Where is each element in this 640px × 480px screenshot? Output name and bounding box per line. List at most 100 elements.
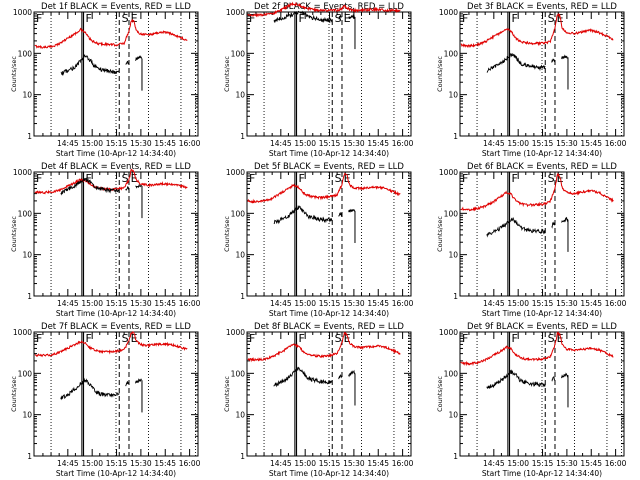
y-tick-label: 1 (453, 452, 458, 461)
chart-panel: Det 1f BLACK = Events, RED = LLD 1 10 100 10… (10, 2, 201, 158)
marker-e: E (344, 332, 351, 345)
y-tick-label: 1000 (13, 328, 32, 337)
events-burst-segment (338, 374, 343, 380)
marker-s: S (548, 172, 555, 185)
x-tick-label: 15:30 (130, 139, 152, 148)
marker-f-left: F (36, 332, 42, 345)
marker-f-left: F (249, 12, 255, 25)
y-tick-label: 1000 (226, 328, 245, 337)
marker-e: E (131, 332, 138, 345)
chart-title: Det 2f BLACK = Events, RED = LLD (254, 2, 404, 12)
x-axis-label: Start Time (10-Apr-12 14:34:40) (56, 469, 176, 478)
y-tick-label: 1000 (439, 8, 458, 17)
events-series-line (60, 176, 120, 196)
marker-f-right: F (512, 172, 518, 185)
x-tick-label: 16:00 (179, 299, 201, 308)
events-burst-segment (338, 211, 343, 218)
chart-title: Det 9f BLACK = Events, RED = LLD (467, 322, 617, 332)
chart-panel: Det 7f BLACK = Events, RED = LLD 1 10 100 10… (10, 322, 201, 478)
x-tick-label: 15:30 (556, 299, 578, 308)
y-tick-label: 1000 (439, 168, 458, 177)
y-tick-label: 1 (240, 132, 245, 141)
events-series-line (486, 52, 546, 73)
y-tick-label: 1 (27, 292, 32, 301)
x-tick-label: 14:45 (483, 139, 505, 148)
x-tick-label: 15:15 (319, 459, 341, 468)
marker-f-left: F (462, 172, 468, 185)
x-tick-label: 15:15 (106, 139, 128, 148)
marker-s: S (548, 12, 555, 25)
y-tick-label: 100 (231, 49, 246, 58)
x-tick-label: 14:45 (57, 139, 79, 148)
lld-series-line (460, 172, 614, 212)
x-tick-label: 15:45 (580, 299, 602, 308)
y-tick-label: 1 (27, 132, 32, 141)
events-tail-segment (348, 208, 356, 213)
x-tick-label: 15:45 (154, 459, 176, 468)
events-tail-segment (348, 14, 355, 20)
y-tick-label: 1000 (439, 328, 458, 337)
x-tick-label: 15:30 (556, 139, 578, 148)
marker-s: S (335, 12, 342, 25)
events-series-line (486, 369, 546, 390)
x-axis-label: Start Time (10-Apr-12 14:34:40) (482, 309, 602, 318)
marker-e: E (344, 12, 351, 25)
y-tick-label: 100 (231, 209, 246, 218)
marker-s: S (335, 172, 342, 185)
y-tick-label: 100 (231, 369, 246, 378)
lld-series-line (247, 1, 401, 18)
chart-title: Det 3f BLACK = Events, RED = LLD (467, 2, 617, 12)
x-tick-label: 15:15 (532, 139, 554, 148)
events-series-line (486, 217, 546, 238)
marker-s: S (122, 172, 129, 185)
marker-f-right: F (86, 332, 92, 345)
y-axis-label: Counts/sec (10, 56, 18, 92)
events-series-line (273, 204, 333, 225)
events-burst-segment (551, 221, 556, 229)
y-tick-label: 1000 (226, 8, 245, 17)
y-tick-label: 10 (448, 411, 458, 420)
marker-s: S (122, 12, 129, 25)
x-tick-label: 16:00 (179, 139, 201, 148)
y-tick-label: 10 (235, 411, 245, 420)
marker-s: S (335, 332, 342, 345)
y-tick-label: 1 (240, 292, 245, 301)
x-tick-label: 16:00 (605, 459, 627, 468)
x-axis-label: Start Time (10-Apr-12 14:34:40) (482, 469, 602, 478)
events-tail-segment (561, 54, 568, 60)
x-tick-label: 15:30 (556, 459, 578, 468)
x-tick-label: 15:15 (106, 459, 128, 468)
events-series-line (273, 366, 333, 388)
marker-e: E (131, 12, 138, 25)
y-tick-label: 100 (18, 49, 33, 58)
y-tick-label: 1000 (13, 168, 32, 177)
x-tick-label: 15:45 (367, 139, 389, 148)
events-burst-segment (551, 376, 556, 382)
marker-f-right: F (86, 12, 92, 25)
chart-panel: Det 8f BLACK = Events, RED = LLD 1 10 100 10… (223, 322, 414, 478)
chart-panel: Det 2f BLACK = Events, RED = LLD 1 10 100 10… (223, 1, 414, 158)
marker-f-right: F (86, 172, 92, 185)
y-tick-label: 100 (444, 369, 459, 378)
marker-s: S (548, 332, 555, 345)
x-tick-label: 15:45 (580, 139, 602, 148)
marker-f-left: F (36, 12, 42, 25)
y-axis-label: Counts/sec (436, 376, 444, 412)
x-tick-label: 14:45 (57, 459, 79, 468)
x-tick-label: 16:00 (605, 299, 627, 308)
x-tick-label: 15:00 (81, 299, 103, 308)
y-tick-label: 100 (18, 209, 33, 218)
y-axis-label: Counts/sec (436, 56, 444, 92)
events-tail-segment (561, 372, 569, 379)
x-tick-label: 14:45 (483, 459, 505, 468)
chart-title: Det 7f BLACK = Events, RED = LLD (41, 322, 191, 332)
events-tail-segment (561, 216, 569, 223)
y-tick-label: 1 (453, 132, 458, 141)
chart-panel: Det 4f BLACK = Events, RED = LLD 1 10 100 10… (10, 162, 201, 318)
x-tick-label: 15:45 (367, 459, 389, 468)
x-tick-label: 15:30 (343, 139, 365, 148)
events-series-line (60, 377, 120, 401)
marker-f-left: F (462, 12, 468, 25)
y-tick-label: 100 (444, 49, 459, 58)
x-tick-label: 15:30 (343, 299, 365, 308)
